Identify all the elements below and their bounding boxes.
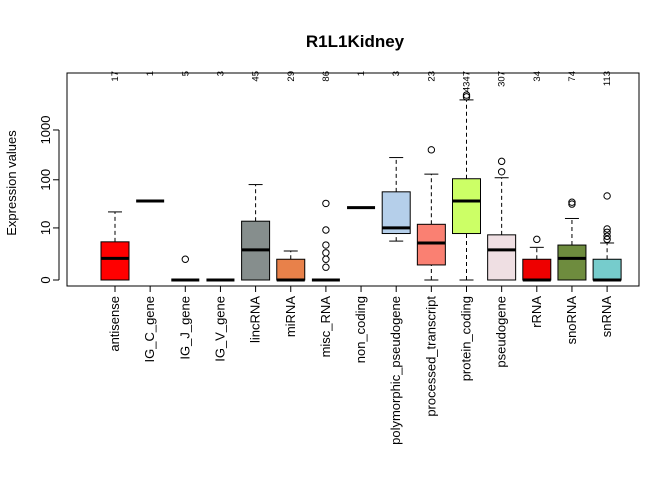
- x-tick-label: non_coding: [353, 296, 368, 363]
- outlier-point: [603, 192, 611, 200]
- x-tick-label: lincRNA: [248, 296, 263, 343]
- count-label: 86: [321, 71, 332, 82]
- outlier-point: [322, 226, 330, 234]
- x-axis-labels: antisense IG_C_gene IG_J_gene IG_V_gene linc…: [107, 285, 614, 445]
- box-iqr: [100, 241, 130, 281]
- x-tick-label: misc_RNA: [318, 296, 333, 358]
- outlier-point: [533, 235, 541, 244]
- box-rRNA: [522, 235, 552, 282]
- box-iqr: [592, 258, 622, 281]
- y-tick-label: 0: [38, 276, 53, 283]
- x-tick-label: miRNA: [283, 296, 298, 337]
- x-tick-label: IG_C_gene: [142, 296, 157, 363]
- outlier-point: [322, 255, 330, 263]
- box-antisense: [100, 211, 130, 281]
- outlier-point: [322, 199, 330, 208]
- box-iqr: [416, 223, 446, 266]
- box-polymorphic_pseudogene: [381, 157, 411, 242]
- count-label: 3: [391, 71, 402, 76]
- x-tick-label: protein_coding: [459, 296, 474, 381]
- count-label: 113: [602, 71, 613, 86]
- chart-title: R1L1Kidney: [306, 32, 405, 51]
- box-pseudogene: [487, 157, 517, 281]
- count-label: 45: [251, 71, 262, 82]
- box-misc_RNA: [311, 199, 340, 282]
- plot-frame: [66, 72, 640, 287]
- x-tick-label: snoRNA: [564, 296, 579, 345]
- outlier-point: [603, 228, 611, 236]
- count-label: 3: [215, 71, 226, 76]
- outlier-point: [568, 198, 576, 206]
- box-lincRNA: [241, 184, 271, 281]
- outlier-point: [462, 91, 471, 99]
- y-axis: 0 10 100 1000: [38, 116, 60, 284]
- count-label: 4347: [462, 71, 473, 92]
- boxes: [100, 91, 622, 282]
- x-tick-label: IG_J_gene: [177, 296, 192, 360]
- count-label: 1: [356, 71, 367, 76]
- outlier-point: [181, 255, 190, 263]
- count-label: 1: [145, 71, 156, 76]
- x-tick-label: IG_V_gene: [212, 296, 227, 362]
- y-tick-label: 10: [38, 221, 53, 235]
- count-label: 74: [567, 71, 578, 82]
- box-iqr: [452, 178, 481, 235]
- y-axis-label: Expression values: [4, 130, 19, 236]
- outlier-point: [497, 168, 506, 176]
- y-tick-label: 100: [38, 169, 53, 191]
- box-iqr: [557, 244, 587, 281]
- box-processed_transcript: [416, 146, 446, 281]
- outlier-point: [603, 232, 611, 240]
- box-miRNA: [276, 250, 306, 282]
- box-iqr: [522, 258, 552, 281]
- box-iqr: [276, 258, 306, 281]
- x-tick-label: snRNA: [599, 296, 614, 338]
- box-snRNA: [592, 192, 622, 282]
- count-label: 307: [497, 71, 508, 87]
- box-IG_J_gene: [171, 255, 200, 282]
- box-snoRNA: [557, 198, 587, 281]
- y-tick-label: 1000: [38, 116, 53, 145]
- count-label: 5: [180, 71, 191, 76]
- outlier-point: [322, 263, 330, 271]
- outlier-point: [568, 200, 576, 208]
- outlier-point: [603, 225, 611, 233]
- x-tick-label: pseudogene: [494, 296, 509, 368]
- outlier-point: [497, 157, 506, 166]
- box-protein_coding: [452, 91, 481, 281]
- count-label: 17: [110, 71, 121, 82]
- outlier-point: [427, 146, 436, 154]
- outlier-point: [322, 241, 330, 249]
- x-tick-label: rRNA: [529, 296, 544, 328]
- outlier-point: [322, 249, 330, 257]
- x-tick-label: antisense: [107, 296, 122, 352]
- count-label: 29: [286, 71, 297, 82]
- x-tick-label: polymorphic_pseudogene: [388, 296, 403, 445]
- count-labels: 17 1 5 3 45 29 86 1 3 23 4347 307 34 74 113: [110, 71, 613, 92]
- box-iqr: [487, 234, 517, 281]
- outlier-point: [603, 235, 611, 244]
- x-tick-label: processed_transcript: [423, 296, 438, 417]
- count-label: 23: [426, 71, 437, 82]
- count-label: 34: [532, 71, 543, 82]
